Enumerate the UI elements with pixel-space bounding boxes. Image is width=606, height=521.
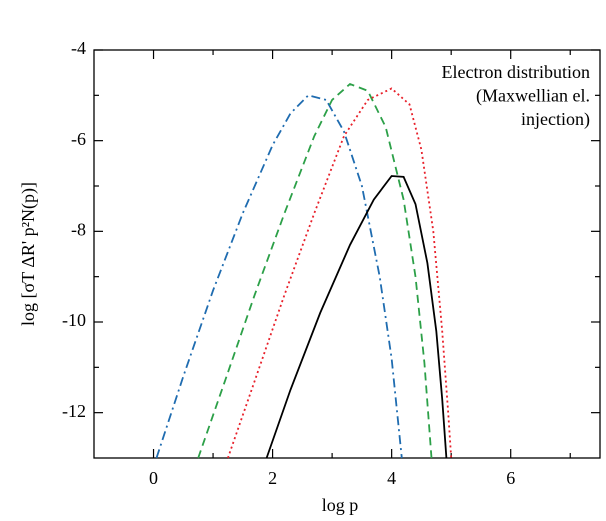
annotation: Electron distribution [442, 62, 590, 82]
curve [227, 87, 453, 459]
y-tick-label: -6 [71, 129, 86, 149]
x-axis-label: log p [322, 495, 359, 515]
curve [265, 175, 448, 459]
x-tick-label: 4 [387, 468, 396, 488]
y-tick-label: -10 [62, 310, 86, 330]
plot-frame [93, 49, 601, 459]
y-tick-label: -4 [71, 38, 86, 58]
y-tick-label: -8 [71, 219, 86, 239]
annotation: injection) [521, 109, 590, 130]
x-tick-label: 2 [268, 468, 277, 488]
curve [155, 94, 403, 459]
x-tick-label: 6 [506, 468, 515, 488]
y-axis-label: log [σT ΔR' p²N(p)] [18, 182, 39, 326]
annotation: (Maxwellian el. [476, 86, 590, 107]
curve [197, 82, 433, 459]
y-tick-label: -12 [62, 401, 86, 421]
x-tick-label: 0 [149, 468, 158, 488]
